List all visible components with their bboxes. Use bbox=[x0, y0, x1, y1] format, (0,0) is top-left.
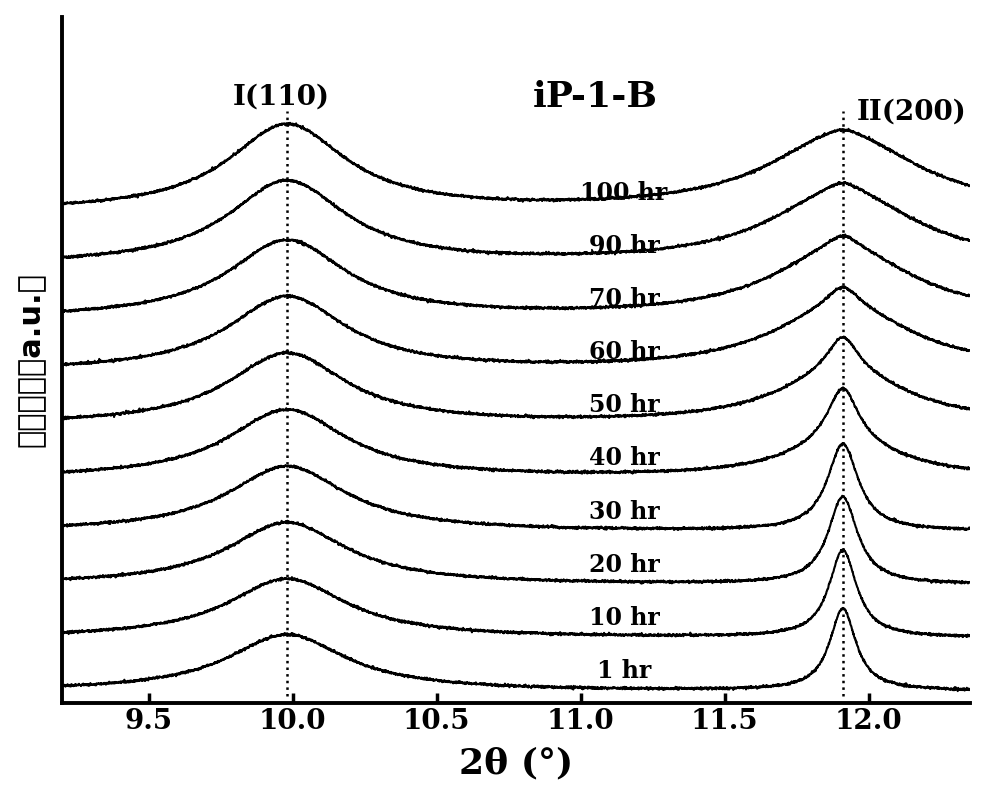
Text: 30 hr: 30 hr bbox=[589, 500, 659, 524]
Text: 90 hr: 90 hr bbox=[589, 234, 659, 257]
Text: 40 hr: 40 hr bbox=[589, 446, 659, 470]
Text: I(110): I(110) bbox=[233, 84, 330, 111]
Text: 20 hr: 20 hr bbox=[589, 552, 659, 577]
Y-axis label: 衍射强度（a.u.）: 衍射强度（a.u.） bbox=[17, 273, 46, 447]
Text: 70 hr: 70 hr bbox=[589, 287, 659, 311]
Text: iP-1-B: iP-1-B bbox=[533, 80, 658, 114]
Text: 100 hr: 100 hr bbox=[580, 181, 668, 205]
Text: 50 hr: 50 hr bbox=[589, 393, 659, 418]
Text: 1 hr: 1 hr bbox=[597, 659, 651, 683]
Text: II(200): II(200) bbox=[857, 99, 967, 126]
Text: 60 hr: 60 hr bbox=[589, 340, 659, 364]
X-axis label: 2θ (°): 2θ (°) bbox=[459, 746, 573, 780]
Text: 10 hr: 10 hr bbox=[589, 606, 659, 630]
